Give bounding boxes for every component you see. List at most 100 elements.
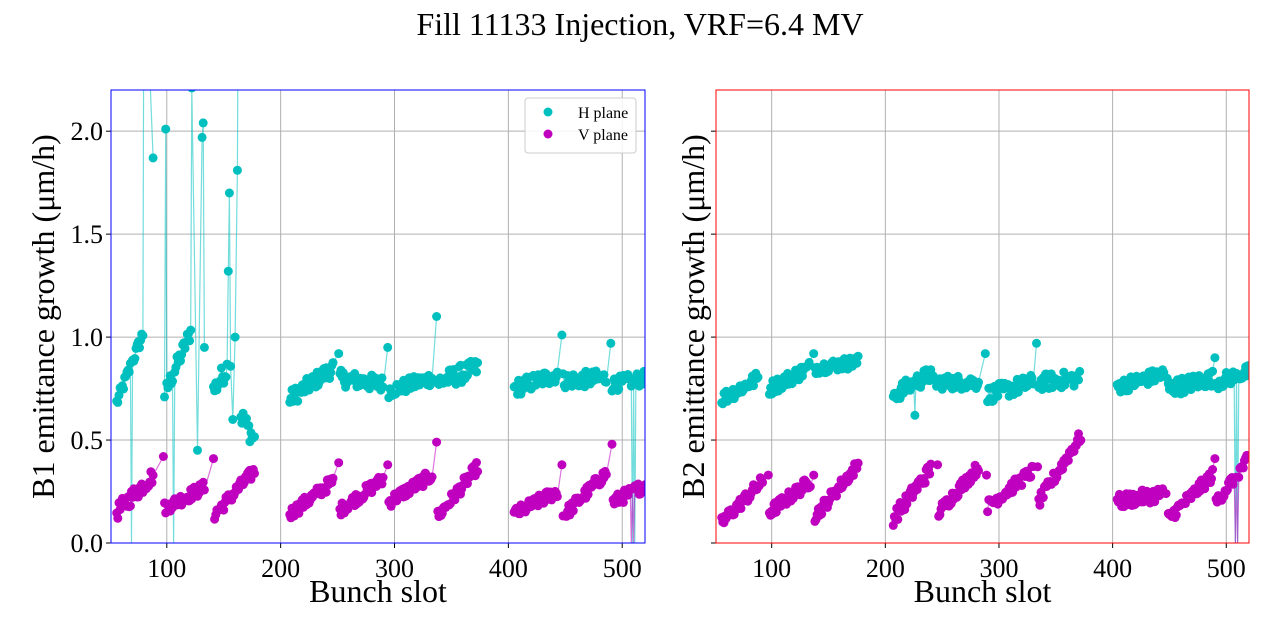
data-point [334,458,344,468]
data-point [852,358,862,368]
data-point [378,473,388,482]
data-point [982,470,991,480]
data-point [462,371,472,380]
data-point [993,391,1003,401]
data-point [557,330,567,340]
data-point [614,384,624,394]
data-point [328,358,338,368]
data-point [138,331,148,341]
data-point [1063,456,1073,466]
data-point [809,349,819,359]
data-point [853,351,863,361]
data-point [920,478,930,488]
data-point [223,266,233,276]
data-point [1033,462,1043,472]
data-point [304,385,314,395]
data-point [432,312,442,321]
data-point [1076,435,1086,445]
data-point [383,342,393,352]
data-point [933,460,943,470]
series-h-plane [112,90,645,543]
data-point [557,460,567,470]
data-point [1210,454,1220,464]
data-point [599,370,609,380]
legend-entry: V plane [578,127,628,144]
data-point [893,514,903,524]
legend-marker [543,107,553,117]
data-point [250,432,259,442]
data-point [763,470,773,480]
data-point [378,382,388,392]
data-point [130,354,140,363]
y-tick-label: 1.0 [71,323,104,352]
legend-entry: H plane [578,105,628,122]
data-point [198,477,208,487]
data-point [607,439,617,449]
data-point [199,342,209,352]
data-point [224,188,234,198]
data-point [1026,472,1036,482]
y-axis-label: B1 emittance growth (μm/h) [25,134,61,499]
data-point [161,124,171,134]
data-point [1035,500,1045,510]
data-point [974,466,983,476]
panel-b1: 100 200 300 400 500 0.0 0.5 1.0 1.5 2.0 Bunch slot… [25,89,646,609]
data-point [809,470,819,480]
data-point [432,437,442,447]
legend: H plane V plane [524,97,637,154]
data-point [148,470,158,480]
data-point [199,485,209,495]
data-point [473,358,483,368]
data-point [1242,371,1249,381]
data-point [221,372,231,382]
x-axis-label: Bunch slot [309,573,447,609]
data-point [1075,366,1085,376]
data-point [418,482,428,492]
data-point [926,459,936,469]
data-point [168,376,177,386]
data-point [377,373,387,383]
data-point [427,472,437,482]
data-point [148,153,158,163]
data-point [383,460,393,470]
data-point [640,375,645,385]
data-point [912,485,922,495]
x-tick-label: 100 [147,554,186,583]
data-point [472,367,481,377]
series-line [611,371,645,543]
data-point [1032,338,1041,348]
data-point [639,366,645,376]
data-point [244,421,254,431]
data-point [198,118,208,128]
data-point [219,505,229,515]
data-point [1234,472,1244,482]
data-point [187,90,196,93]
data-point [160,392,169,402]
data-point [242,414,251,423]
y-tick-label: 2.0 [71,117,104,146]
data-point [450,495,460,505]
data-point [618,497,628,507]
data-point [639,487,645,497]
y-tick-label: 0.5 [71,426,104,455]
data-point [925,469,935,479]
data-point [334,349,344,359]
x-tick-label: 400 [489,554,528,583]
data-point [472,458,481,467]
data-point [230,332,240,342]
data-point [226,361,236,371]
data-point [758,477,768,487]
data-point [293,396,303,406]
data-point [1244,451,1249,461]
series-h-plane [717,338,1249,543]
data-point [185,336,195,346]
panel-b2: 100 200 300 400 500 Bunch slot B2 emittance gr… [675,89,1250,609]
data-point [232,165,242,175]
data-point [135,343,144,353]
data-point [1017,481,1027,490]
data-point [1038,493,1048,502]
series-line [212,90,239,420]
series-v-plane [717,429,1249,543]
data-point [606,338,616,348]
